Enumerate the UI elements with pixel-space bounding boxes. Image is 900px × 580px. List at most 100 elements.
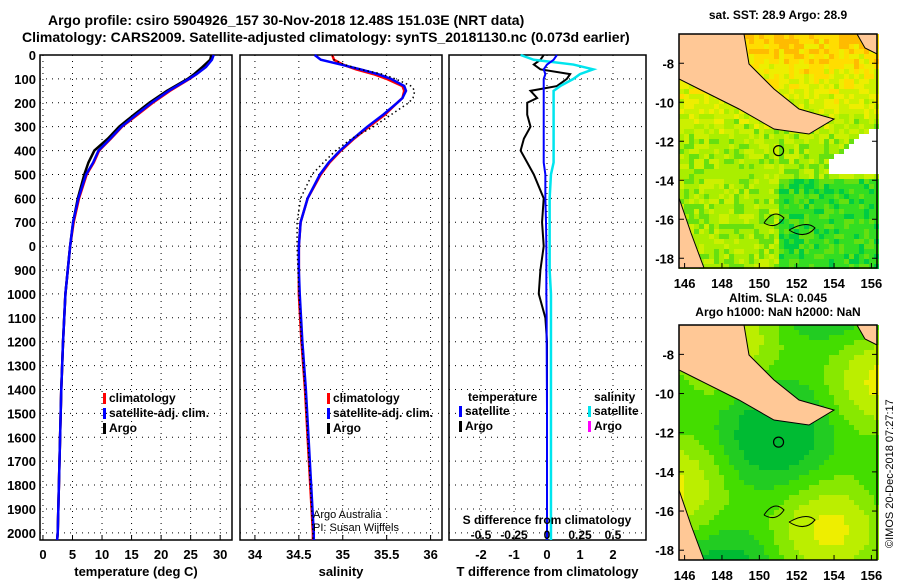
map-cell <box>819 350 824 355</box>
map-cell <box>839 550 844 555</box>
map-cell <box>784 455 789 460</box>
map-cell <box>709 480 714 485</box>
map-cell <box>814 460 819 465</box>
map-cell <box>814 495 819 500</box>
map-cell <box>809 169 814 174</box>
map-cell <box>844 149 849 154</box>
map-cell <box>854 64 859 69</box>
map-cell <box>849 450 854 455</box>
map-cell <box>804 219 809 224</box>
map-cell <box>729 410 734 415</box>
legend-item: Argo <box>594 419 622 433</box>
map-cell <box>784 550 789 555</box>
map-cell <box>799 209 804 214</box>
map-cell <box>854 410 859 415</box>
map-cell <box>804 445 809 450</box>
map-cell <box>779 360 784 365</box>
map-cell <box>814 325 819 330</box>
map-cell <box>769 244 774 249</box>
map-cell <box>849 104 854 109</box>
map-cell <box>859 525 864 530</box>
map-cell <box>744 129 749 134</box>
map-cell <box>774 209 779 214</box>
map-cell <box>829 264 834 269</box>
map-cell <box>699 395 704 400</box>
map-x-tick-label: 152 <box>786 568 808 580</box>
map-cell <box>754 540 759 545</box>
x2-tick-label: -0.25 <box>500 528 528 542</box>
map-cell <box>869 470 874 475</box>
map-cell <box>709 550 714 555</box>
map-cell <box>839 239 844 244</box>
map-cell <box>854 550 859 555</box>
map-cell <box>774 34 779 39</box>
map-cell <box>854 520 859 525</box>
map-cell <box>789 44 794 49</box>
map-cell <box>809 44 814 49</box>
map-cell <box>689 435 694 440</box>
map-cell <box>799 219 804 224</box>
map-cell <box>724 144 729 149</box>
map-cell <box>794 199 799 204</box>
map-cell <box>774 480 779 485</box>
map-cell <box>784 555 789 560</box>
map-cell <box>824 199 829 204</box>
map-cell <box>839 505 844 510</box>
map-cell <box>719 134 724 139</box>
map-cell <box>799 470 804 475</box>
map-cell <box>689 159 694 164</box>
map-cell <box>854 465 859 470</box>
map-cell <box>739 475 744 480</box>
map-cell <box>799 174 804 179</box>
map-cell <box>829 470 834 475</box>
map-cell <box>789 495 794 500</box>
map-cell <box>839 530 844 535</box>
map-cell <box>704 164 709 169</box>
map-cell <box>819 375 824 380</box>
map-cell <box>729 194 734 199</box>
map-cell <box>789 480 794 485</box>
map-cell <box>739 460 744 465</box>
map-cell <box>839 370 844 375</box>
map-cell <box>744 555 749 560</box>
map-cell <box>784 74 789 79</box>
map-cell <box>714 204 719 209</box>
reef-outline <box>763 213 816 235</box>
map-cell <box>739 440 744 445</box>
map-cell <box>774 485 779 490</box>
map-cell <box>799 425 804 430</box>
map-cell <box>724 405 729 410</box>
x-tick-label: 5 <box>69 547 76 562</box>
map-cell <box>744 455 749 460</box>
map-cell <box>829 59 834 64</box>
map-cell <box>804 94 809 99</box>
map-cell <box>759 54 764 59</box>
map-cell <box>729 234 734 239</box>
map-cell <box>704 420 709 425</box>
map-cell <box>729 490 734 495</box>
map-cell <box>749 239 754 244</box>
map-cell <box>714 515 719 520</box>
map-cell <box>789 505 794 510</box>
map-cell <box>824 259 829 264</box>
map-cell <box>859 410 864 415</box>
map-cell <box>754 465 759 470</box>
map-cell <box>799 199 804 204</box>
map-cell <box>864 485 869 490</box>
map-cell <box>779 134 784 139</box>
map-cell <box>794 84 799 89</box>
map-cell <box>739 149 744 154</box>
map-cell <box>834 420 839 425</box>
map-cell <box>859 535 864 540</box>
map-cell <box>714 535 719 540</box>
map-cell <box>799 455 804 460</box>
map-cell <box>854 540 859 545</box>
map-cell <box>709 219 714 224</box>
map-cell <box>854 350 859 355</box>
map-cell <box>784 430 789 435</box>
map-cell <box>754 515 759 520</box>
map-cell <box>769 550 774 555</box>
map-cell <box>839 490 844 495</box>
map-cell <box>709 530 714 535</box>
map-cell <box>859 350 864 355</box>
